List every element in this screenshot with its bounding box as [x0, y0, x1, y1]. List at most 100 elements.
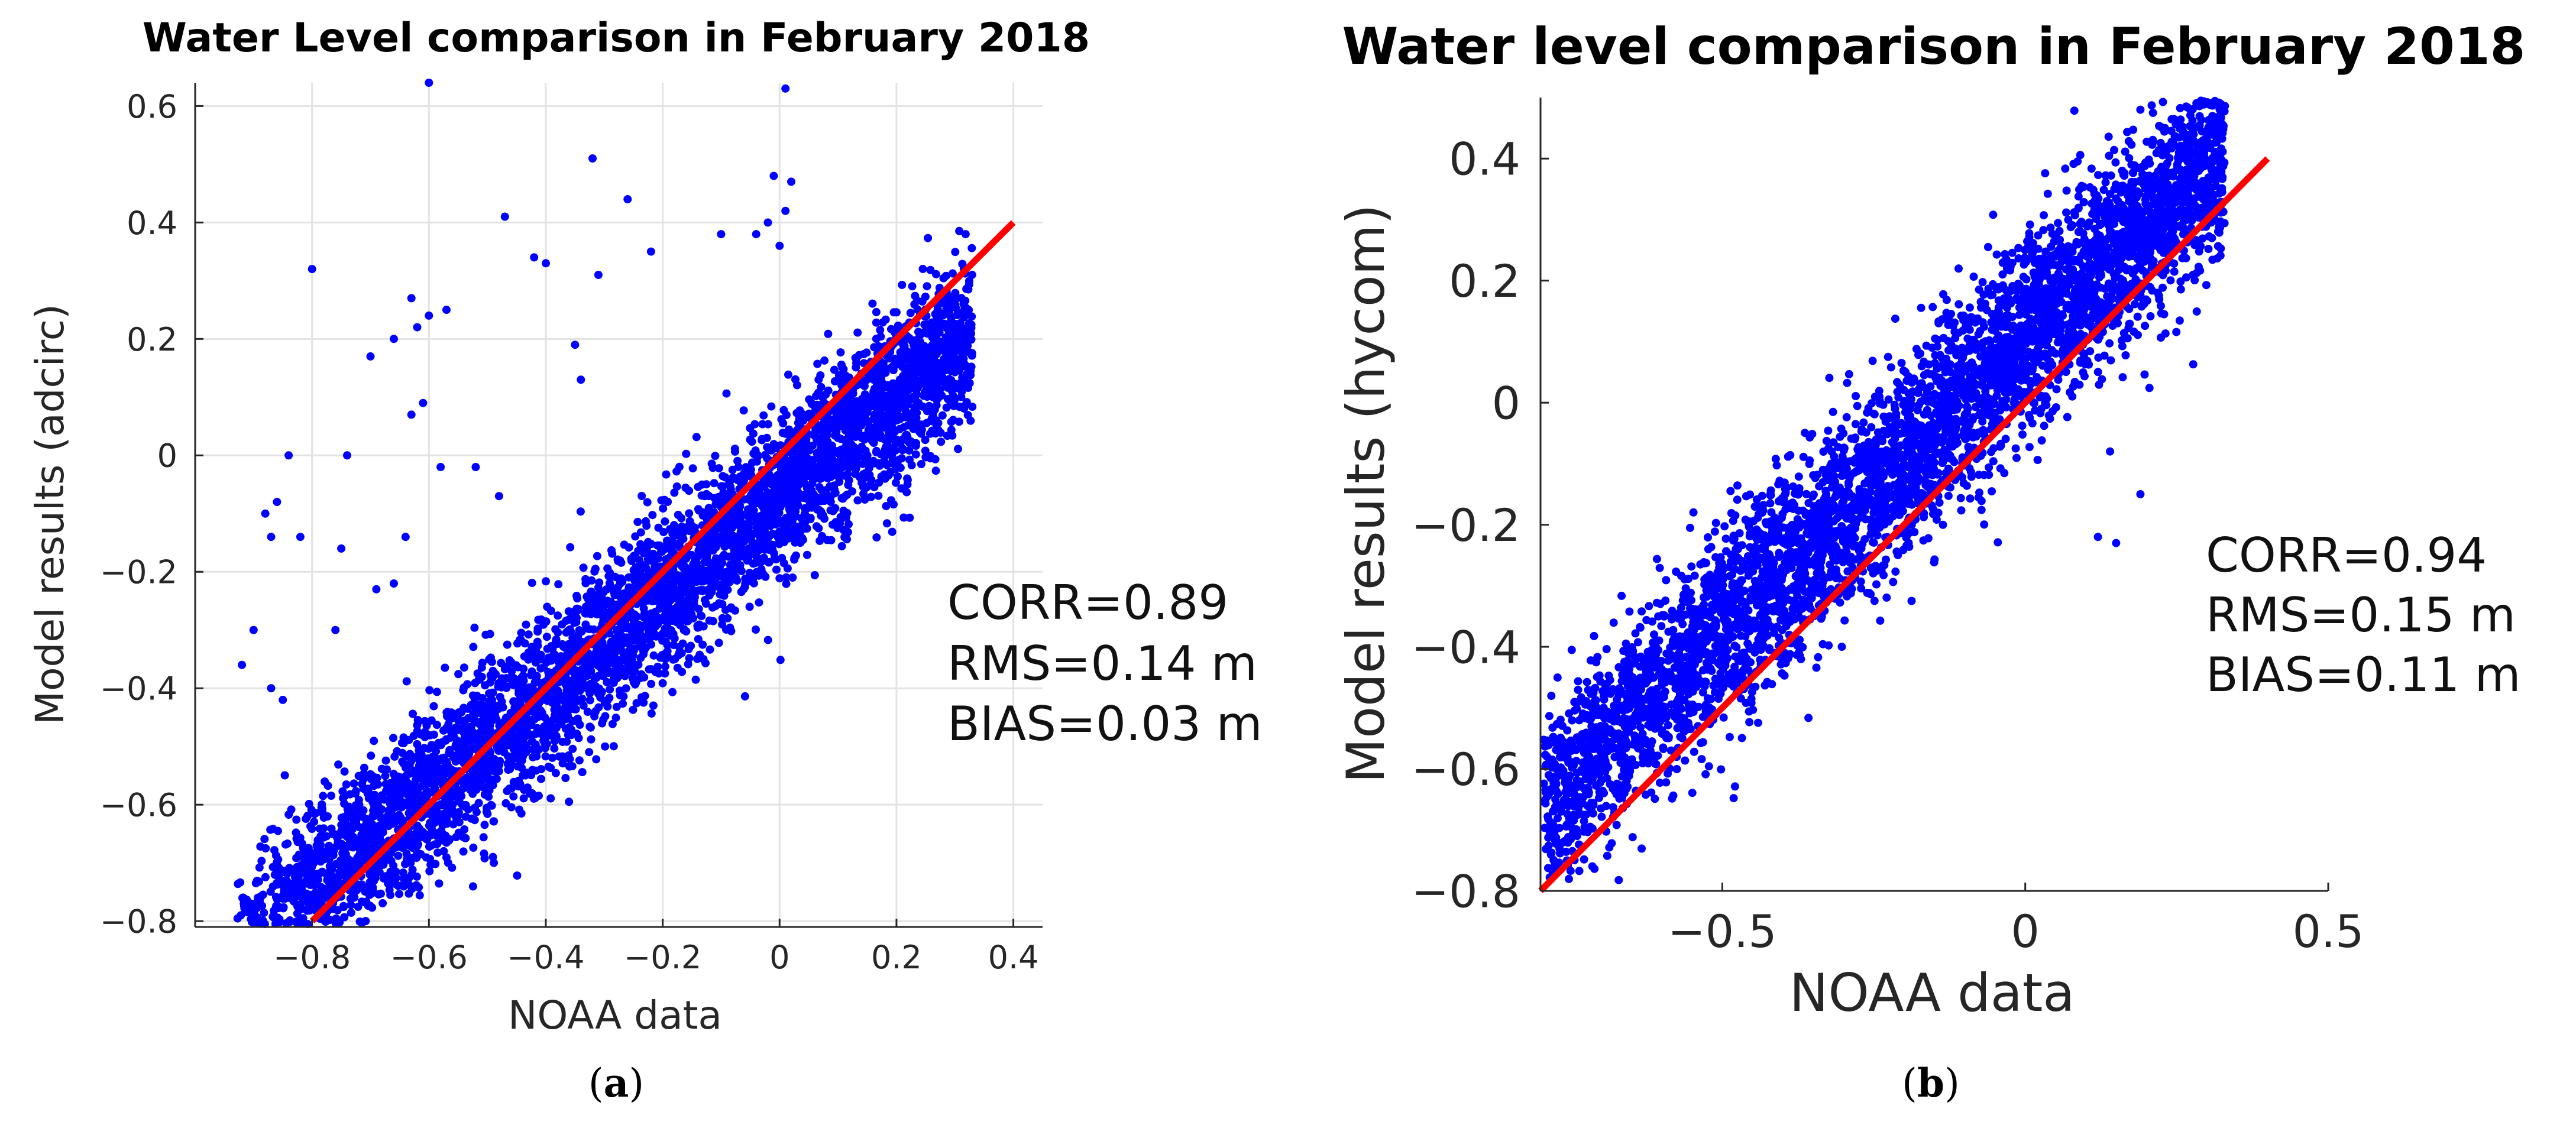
- panel-a-point: [238, 894, 247, 902]
- panel-a-rms-annotation: RMS=0.14 m: [947, 636, 1257, 691]
- panel-a-point: [280, 892, 289, 901]
- panel-a-point: [413, 841, 422, 850]
- panel-a-outlier-point: [775, 241, 784, 250]
- panel-a-point: [714, 464, 723, 473]
- panel-a-point: [936, 366, 945, 375]
- panel-a-point: [848, 390, 857, 398]
- panel-a-point: [561, 651, 570, 660]
- panel-a-point: [779, 466, 787, 475]
- panel-a-point: [801, 469, 810, 478]
- panel-a-outlier-point: [787, 177, 795, 186]
- panel-a-point: [695, 650, 704, 659]
- panel-a-y-tick-label: 0: [157, 437, 177, 475]
- panel-a-point: [778, 429, 787, 437]
- panel-a-point: [551, 637, 560, 646]
- panel-a-point: [692, 433, 701, 442]
- panel-a-point: [479, 833, 488, 842]
- panel-a-point: [517, 628, 526, 637]
- panel-a-point: [506, 765, 514, 774]
- panel-a-point: [895, 375, 904, 384]
- panel-a-point: [412, 774, 421, 783]
- panel-a-point: [487, 708, 496, 717]
- panel-a-point: [464, 714, 473, 722]
- panel-a-point: [537, 774, 545, 783]
- panel-a-point: [714, 638, 723, 647]
- panel-a-point: [480, 854, 489, 863]
- panel-a-point: [361, 829, 370, 838]
- panel-a-outlier-point: [372, 585, 381, 594]
- panel-a-point: [711, 601, 720, 610]
- panel-a-point: [843, 528, 852, 537]
- panel-a-point: [765, 510, 774, 518]
- panel-a-point: [622, 684, 630, 693]
- panel-a-point: [433, 839, 442, 848]
- panel-a-point: [899, 423, 908, 432]
- panel-a-point: [659, 504, 668, 513]
- panel-a-point: [786, 507, 795, 515]
- panel-a-point: [813, 426, 822, 435]
- panel-a-outlier-point: [413, 323, 422, 332]
- panel-b-point: [1547, 692, 1556, 700]
- panel-a-point: [823, 474, 832, 482]
- panel-a-point: [925, 358, 934, 367]
- panel-a-point: [707, 508, 716, 517]
- panel-a-point: [830, 489, 839, 498]
- panel-a-point: [797, 445, 805, 454]
- panel-a-point: [505, 784, 514, 793]
- panel-a-point: [910, 384, 919, 393]
- panel-a-point: [478, 659, 487, 667]
- panel-a-point: [960, 362, 969, 371]
- panel-a-point: [627, 636, 636, 645]
- panel-a-point: [872, 335, 881, 343]
- panel-a-outlier-point: [390, 579, 398, 588]
- panel-a-point: [663, 619, 672, 628]
- panel-a-point: [809, 461, 818, 470]
- panel-a-point: [902, 407, 910, 416]
- panel-a-point: [891, 478, 900, 487]
- panel-a-point: [520, 786, 529, 794]
- panel-a-point: [617, 558, 626, 567]
- panel-a-point: [707, 459, 716, 468]
- panel-a-x-tick-label: −0.6: [390, 939, 468, 976]
- panel-a-point: [918, 264, 927, 273]
- panel-a-point: [895, 383, 904, 392]
- panel-a-point: [649, 701, 658, 710]
- panel-a-point: [795, 479, 804, 488]
- panel-a-point: [951, 295, 960, 304]
- panel-b: Water level comparison in February 2018 …: [1335, 17, 2526, 1106]
- panel-a-point: [729, 473, 737, 482]
- panel-a-point: [429, 702, 438, 711]
- panel-a-point: [839, 494, 847, 503]
- panel-a-point: [912, 439, 921, 448]
- panel-a-point: [835, 374, 844, 382]
- panel-a-y-tick-label: −0.6: [100, 787, 177, 824]
- panel-a-point: [261, 844, 270, 852]
- panel-a-point: [853, 496, 862, 505]
- panel-a-point: [936, 324, 944, 333]
- panel-a-point: [574, 717, 582, 726]
- panel-a-point: [642, 521, 651, 530]
- panel-a-point: [684, 617, 692, 625]
- panel-a-point: [363, 836, 372, 845]
- panel-a-point: [504, 741, 513, 750]
- panel-a-point: [492, 715, 501, 724]
- panel-a-point: [779, 559, 788, 568]
- panel-a-point: [607, 657, 615, 666]
- panel-a-point: [836, 348, 845, 357]
- panel-a-point: [425, 867, 434, 876]
- panel-a-point: [828, 520, 837, 529]
- panel-a-point: [379, 874, 388, 883]
- panel-a-point: [486, 671, 495, 680]
- panel-a-point: [601, 742, 610, 751]
- panel-a-point: [522, 620, 530, 629]
- panel-a-point: [468, 769, 477, 777]
- panel-a-point: [793, 465, 802, 474]
- panel-a-point: [380, 816, 389, 825]
- panel-a-point: [746, 435, 755, 444]
- panel-a-point: [795, 420, 804, 429]
- panel-a-point: [323, 782, 332, 790]
- panel-a-point: [876, 381, 885, 390]
- panel-a-point: [554, 611, 562, 620]
- panel-a-point: [470, 623, 479, 632]
- panel-a-point: [404, 809, 413, 818]
